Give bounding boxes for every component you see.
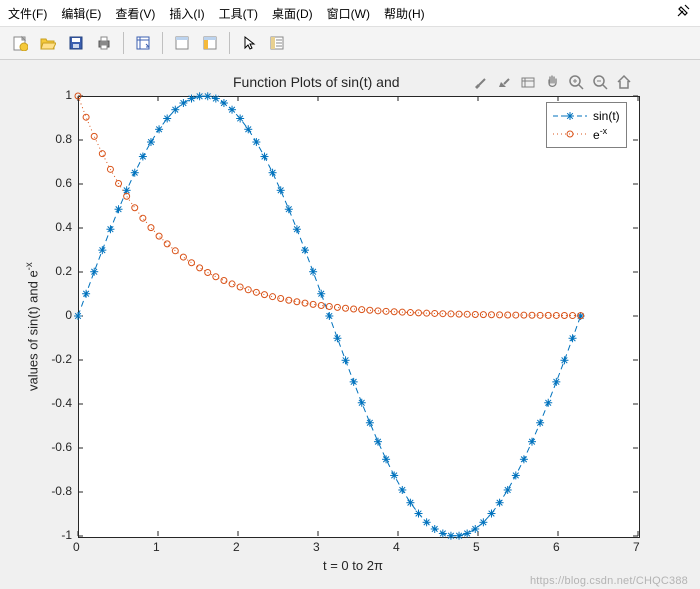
layout2-button[interactable] (197, 30, 223, 56)
ytick-label: 0.2 (55, 264, 72, 278)
pan-icon[interactable] (542, 72, 562, 92)
menu-window[interactable]: 窗口(W) (327, 5, 370, 22)
ytick-label: 0.8 (55, 132, 72, 146)
chart-title: Function Plots of sin(t) and (233, 74, 400, 90)
toolbar-separator (123, 32, 124, 54)
edit-icon[interactable] (494, 72, 514, 92)
xtick-label: 1 (153, 540, 160, 554)
figure-area: https://blog.csdn.net/CHQC388 01234567-1… (0, 60, 700, 589)
menu-file[interactable]: 文件(F) (8, 5, 47, 22)
menu-desktop[interactable]: 桌面(D) (272, 5, 313, 22)
legend-item-sin(t)[interactable]: sin(t) (553, 107, 620, 125)
ytick-label: 0 (65, 308, 72, 322)
series-exp(-x) (78, 96, 581, 316)
open-button[interactable] (35, 30, 61, 56)
ytick-label: -0.2 (51, 352, 72, 366)
brush-icon[interactable] (470, 72, 490, 92)
toolbar (0, 27, 700, 60)
legend-label: sin(t) (593, 109, 620, 123)
save-button[interactable] (63, 30, 89, 56)
legend-item-exp(-x)[interactable]: e-x (553, 125, 620, 143)
inspector-button[interactable] (264, 30, 290, 56)
menu-insert[interactable]: 插入(I) (169, 5, 204, 22)
ytick-label: -0.8 (51, 484, 72, 498)
legend-swatch (553, 109, 587, 123)
ytick-label: -0.4 (51, 396, 72, 410)
xlabel: t = 0 to 2π (323, 558, 383, 573)
xtick-label: 5 (473, 540, 480, 554)
new-figure-button[interactable] (7, 30, 33, 56)
zoom-out-icon[interactable] (590, 72, 610, 92)
ylabel: values of sin(t) and e-x (24, 262, 40, 391)
ytick-label: 1 (65, 88, 72, 102)
print-button[interactable] (91, 30, 117, 56)
ytick-label: -0.6 (51, 440, 72, 454)
legend-label: e-x (593, 126, 607, 142)
link-button[interactable] (130, 30, 156, 56)
toolbar-separator (229, 32, 230, 54)
menu-view[interactable]: 查看(V) (115, 5, 155, 22)
legend[interactable]: sin(t) e-x (546, 102, 627, 148)
dock-pin-icon[interactable] (676, 4, 690, 21)
xtick-label: 0 (73, 540, 80, 554)
zoom-in-icon[interactable] (566, 72, 586, 92)
layout1-button[interactable] (169, 30, 195, 56)
format-icon[interactable] (518, 72, 538, 92)
xtick-label: 7 (633, 540, 640, 554)
xtick-label: 4 (393, 540, 400, 554)
menu-edit[interactable]: 编辑(E) (61, 5, 101, 22)
xtick-label: 3 (313, 540, 320, 554)
pointer-button[interactable] (236, 30, 262, 56)
ytick-label: 0.6 (55, 176, 72, 190)
menu-tools[interactable]: 工具(T) (219, 5, 258, 22)
menu-help[interactable]: 帮助(H) (384, 5, 425, 22)
figure-toolbar (470, 72, 634, 92)
ytick-label: -1 (61, 528, 72, 542)
legend-swatch (553, 127, 587, 141)
toolbar-separator (162, 32, 163, 54)
xtick-label: 2 (233, 540, 240, 554)
home-icon[interactable] (614, 72, 634, 92)
menubar: 文件(F) 编辑(E) 查看(V) 插入(I) 工具(T) 桌面(D) 窗口(W… (0, 0, 700, 27)
xtick-label: 6 (553, 540, 560, 554)
ytick-label: 0.4 (55, 220, 72, 234)
